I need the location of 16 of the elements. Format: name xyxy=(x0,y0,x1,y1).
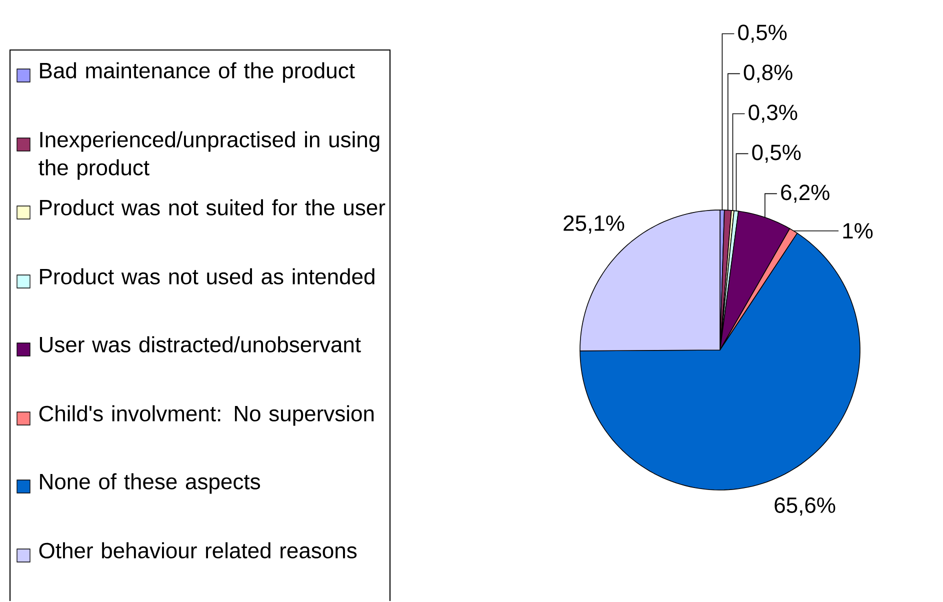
data-label: 25,1% xyxy=(564,216,624,234)
legend-label: None of these aspects xyxy=(40,473,260,494)
legend-label: Other behaviour related reasons xyxy=(39,542,357,559)
data-label: 1% xyxy=(843,223,873,239)
legend-label: Bad maintenance of the product xyxy=(40,62,355,83)
data-label: 0,8% xyxy=(744,64,792,84)
data-label: 0,3% xyxy=(748,104,798,124)
legend-label: Child's involvment: No supervsion xyxy=(39,405,374,426)
legend-label: User was distracted/unobservant xyxy=(40,336,361,353)
data-label: 65,6% xyxy=(774,498,836,516)
legend-label: Inexperienced/unpractised in using the product xyxy=(38,131,380,180)
data-label: 0,5% xyxy=(738,24,787,44)
data-label: 6,2% xyxy=(781,184,830,204)
legend-label: Product was not used as intended xyxy=(40,268,374,285)
data-label: 0,5% xyxy=(752,144,801,164)
legend-label: Product was not suited for the user xyxy=(40,199,386,216)
